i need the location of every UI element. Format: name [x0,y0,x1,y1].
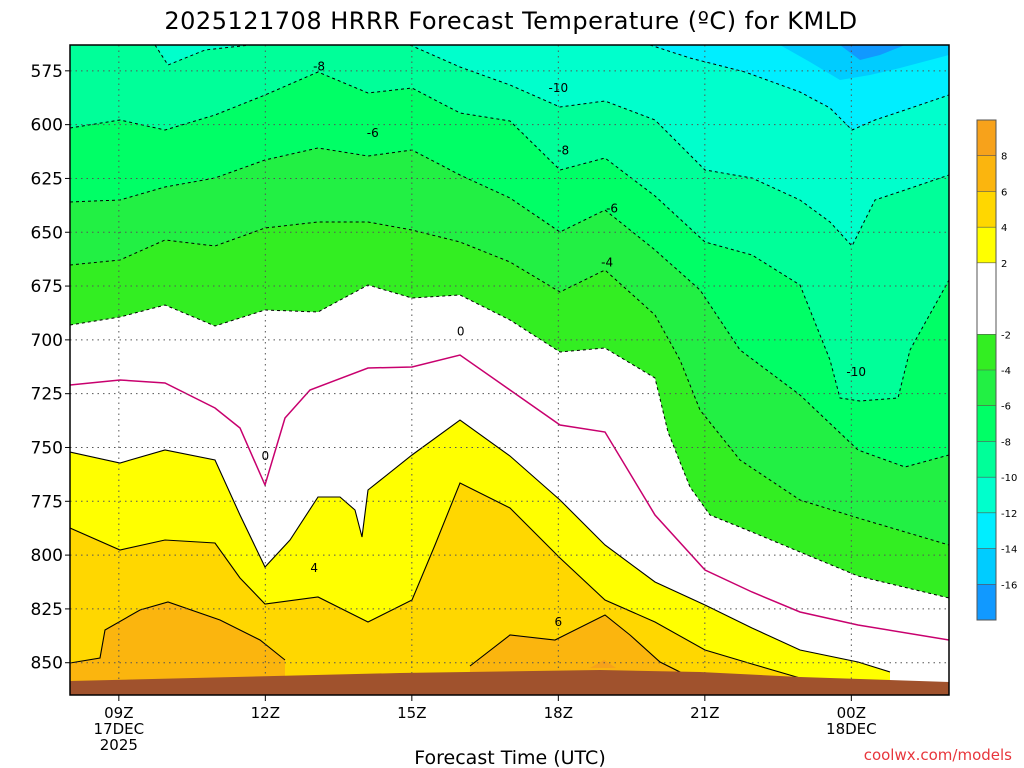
contour-label: 4 [310,561,318,575]
contour-label-text: -10 [549,81,569,95]
colorbar-label: -4 [1001,366,1011,377]
x-tick-label: 21Z [690,704,719,722]
y-tick-label: 700 [31,331,63,351]
colorbar-band [977,120,996,156]
zero-contour [70,354,949,641]
x-tick-label: 2025 [100,736,138,754]
colorbar-band [977,370,996,406]
contour-label-text: -6 [367,126,379,140]
band-8-10 [590,660,616,668]
contour-label-text: 0 [457,324,465,338]
y-tick-label: 825 [31,600,63,620]
contour-label-text: -4 [601,255,613,269]
contour-label-text: 0 [262,449,270,463]
y-axis: 575 600 625 650 675 700 725 750 775 800 825 850 [31,62,70,674]
colorbar-label: -16 [1001,580,1017,591]
x-tick-label: 18Z [544,704,573,722]
colorbar-label: 8 [1001,152,1007,163]
contour-label: -10 [846,365,866,379]
x-tick-label: 17DEC [94,720,145,738]
contour-label: -8 [313,60,325,74]
colorbar-band [977,262,996,335]
y-tick-label: 600 [31,116,63,136]
contour-label: 0 [457,324,465,338]
colorbar-label: -14 [1001,545,1017,556]
chart-title: 2025121708 HRRR Forecast Temperature (ºC… [164,7,857,35]
y-tick-label: 725 [31,385,63,405]
band-m16-m18 [840,45,905,60]
y-tick-label: 850 [31,654,63,674]
contour-label-text: 4 [310,561,318,575]
band-m14-m16 [780,45,949,80]
grid-lines [70,45,949,695]
y-tick-label: 750 [31,438,63,458]
x-tick-label: 18DEC [826,720,877,738]
contour-label: 6 [555,615,563,629]
colorbar-band [977,334,996,370]
x-tick-label: 00Z [837,704,866,722]
colorbar-label: 2 [1001,259,1007,270]
contour-label: 0 [262,449,270,463]
contour-label-text: -8 [313,60,325,74]
y-tick-label: 775 [31,492,63,512]
y-tick-label: 800 [31,546,63,566]
y-tick-label: 575 [31,62,63,82]
colorbar-label: 4 [1001,223,1007,234]
colorbar-band [977,155,996,192]
colorbar-band [977,584,996,620]
colorbar-label: -2 [1001,330,1011,341]
colorbar-label: -10 [1001,473,1017,484]
plot-area: -8 -10 -6 -8 -6 -4 0 -10 0 4 6 [69,44,950,696]
contour-label: -6 [367,126,379,140]
colorbar: 8 6 4 2 -2 -4 -6 -8 -10 -12 -14 -16 [976,119,1017,621]
colorbar-label: -8 [1001,437,1011,448]
contour-label: -6 [606,202,618,216]
colorbar-label: 6 [1001,187,1007,198]
contour-label-text: -10 [846,365,866,379]
band-m10-m12 [155,45,949,246]
colorbar-band [977,227,996,263]
positive-contours [70,419,891,683]
y-tick-label: 650 [31,223,63,243]
colorbar-band [977,548,996,585]
colorbar-label: -6 [1001,402,1011,413]
plot-frame [69,44,950,696]
band-6-8 [70,602,285,695]
credit-text: coolwx.com/models [864,746,1012,764]
ground-terrain [70,670,949,695]
colorbar-band [977,512,996,549]
x-tick-label: 12Z [251,704,280,722]
negative-contours [70,45,949,599]
contour-labels: -8 -10 -6 -8 -6 -4 0 -10 0 4 6 [262,60,867,629]
x-tick-label: 09Z [104,704,133,722]
colorbar-band [977,405,996,442]
y-tick-label: 625 [31,169,63,189]
colorbar-band [977,191,996,228]
contour-label-text: 6 [555,615,563,629]
colorbar-label: -12 [1001,509,1017,520]
contour-label: -8 [557,143,569,157]
y-tick-label: 675 [31,277,63,297]
x-tick-label: 15Z [397,704,426,722]
colorbar-band [977,477,996,513]
colorbar-band [977,441,996,478]
contour-label-text: -6 [606,202,618,216]
contour-label: -10 [549,81,569,95]
contour-label: -4 [601,255,613,269]
contour-label-text: -8 [557,143,569,157]
x-axis-label: Forecast Time (UTC) [414,747,605,768]
